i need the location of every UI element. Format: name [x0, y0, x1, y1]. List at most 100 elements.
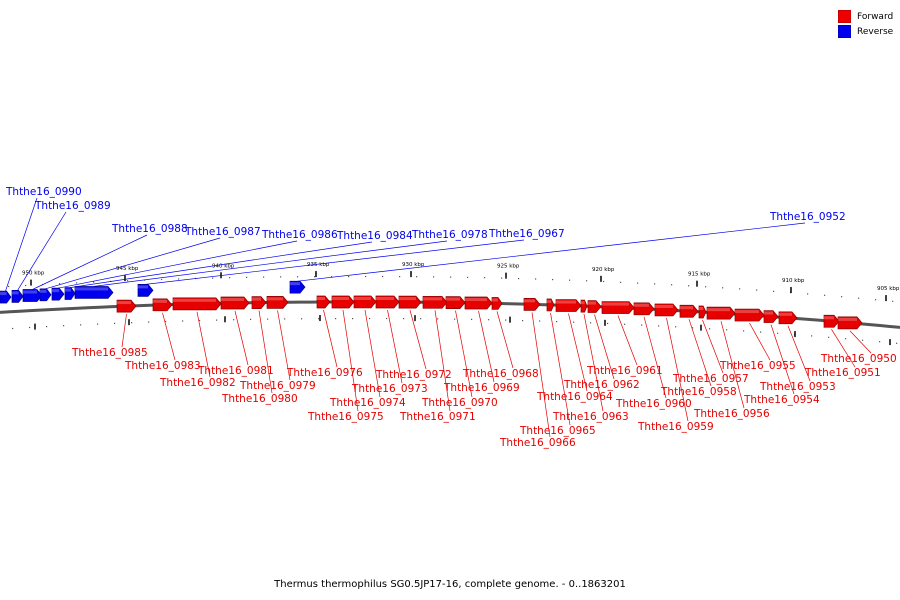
gene-Ththe16_0975[interactable] [331, 295, 355, 309]
gene-Ththe16_0972[interactable] [398, 295, 422, 309]
gene-arrow[interactable] [74, 286, 114, 299]
gene-arrow[interactable] [353, 295, 377, 309]
gene-arrow[interactable] [172, 297, 222, 311]
gene-Ththe16_0953[interactable] [778, 311, 798, 325]
gene-label[interactable]: Ththe16_0987 [184, 226, 261, 238]
gene-Ththe16_0956[interactable] [706, 306, 736, 320]
gene-Ththe16_0968[interactable] [491, 297, 503, 310]
gene-Ththe16_0971[interactable] [422, 295, 448, 309]
gene-Ththe16_0986[interactable] [51, 287, 65, 301]
gene-label[interactable]: Ththe16_0959 [637, 421, 714, 433]
gene-label[interactable]: Ththe16_0984 [336, 230, 413, 242]
gene-label[interactable]: Ththe16_0966 [499, 437, 576, 449]
gene-label[interactable]: Ththe16_0980 [221, 393, 298, 405]
gene-arrow[interactable] [633, 302, 655, 316]
gene-arrow[interactable] [587, 300, 602, 313]
gene-arrow[interactable] [398, 295, 422, 309]
gene-label[interactable]: Ththe16_0964 [536, 391, 613, 403]
gene-Ththe16_0950[interactable] [837, 316, 863, 330]
gene-Ththe16_0966[interactable] [523, 298, 541, 311]
gene-arrow[interactable] [39, 288, 52, 302]
gene-label[interactable]: Ththe16_0961 [586, 365, 663, 377]
gene-Ththe16_0973[interactable] [375, 295, 400, 309]
gene-label[interactable]: Ththe16_0972 [375, 369, 452, 381]
gene-Ththe16_0952[interactable] [289, 280, 306, 294]
gene-label[interactable]: Ththe16_0952 [769, 211, 846, 223]
gene-arrow[interactable] [546, 298, 555, 312]
gene-label[interactable]: Ththe16_0968 [462, 368, 539, 380]
gene-label[interactable]: Ththe16_0985 [71, 347, 148, 359]
gene-Ththe16_0980[interactable] [251, 296, 267, 309]
gene-arrow[interactable] [778, 311, 798, 325]
gene-label[interactable]: Ththe16_0953 [759, 381, 836, 393]
gene-label[interactable]: Ththe16_0981 [197, 365, 274, 377]
gene-label[interactable]: Ththe16_0982 [159, 377, 236, 389]
gene-Ththe16_0978[interactable] [74, 286, 114, 299]
gene-label[interactable]: Ththe16_0973 [351, 383, 428, 395]
gene-arrow[interactable] [251, 296, 267, 309]
gene-arrow[interactable] [734, 308, 765, 322]
gene-arrow[interactable] [331, 295, 355, 309]
gene-label[interactable]: Ththe16_0962 [563, 379, 640, 391]
gene-arrow[interactable] [679, 304, 699, 318]
gene-Ththe16_0959[interactable] [654, 303, 679, 317]
gene-label[interactable]: Ththe16_0978 [411, 229, 488, 241]
gene-arrow[interactable] [654, 303, 679, 317]
gene-Ththe16_0970[interactable] [445, 296, 466, 309]
gene-arrow[interactable] [706, 306, 736, 320]
gene-label[interactable]: Ththe16_0979 [239, 380, 316, 392]
gene-arrow[interactable] [51, 287, 65, 301]
gene-arrow[interactable] [137, 284, 154, 297]
gene-label[interactable]: Ththe16_0989 [34, 200, 111, 212]
gene-Ththe16_0951[interactable] [823, 314, 840, 328]
gene-Ththe16_0960[interactable] [633, 302, 655, 316]
gene-arrow[interactable] [601, 301, 635, 314]
gene-Ththe16_0964[interactable] [555, 299, 582, 312]
gene-arrow[interactable] [837, 316, 863, 330]
gene-label[interactable]: Ththe16_0950 [820, 353, 897, 365]
gene-label[interactable]: Ththe16_0960 [615, 398, 692, 410]
gene-label[interactable]: Ththe16_0983 [124, 360, 201, 372]
gene-arrow[interactable] [64, 287, 76, 300]
gene-arrow[interactable] [0, 290, 12, 304]
gene-arrow[interactable] [22, 289, 43, 302]
gene-arrow[interactable] [464, 296, 493, 310]
gene-Ththe16_0982[interactable] [172, 297, 222, 311]
gene-label[interactable]: Ththe16_0957 [672, 373, 749, 385]
gene-arrow[interactable] [763, 310, 779, 323]
gene-Ththe16_0987[interactable] [39, 288, 52, 302]
gene-Ththe16_0981[interactable] [220, 296, 250, 310]
gene-label[interactable]: Ththe16_0954 [743, 394, 820, 406]
gene-arrow[interactable] [266, 296, 289, 309]
gene-label[interactable]: Ththe16_0969 [443, 382, 520, 394]
gene-label[interactable]: Ththe16_0990 [5, 186, 82, 198]
gene-Ththe16_0985[interactable] [116, 299, 137, 313]
gene-arrow[interactable] [289, 280, 306, 294]
gene-arrow[interactable] [555, 299, 582, 312]
gene-Ththe16_0962[interactable] [587, 300, 602, 313]
gene-arrow[interactable] [220, 296, 250, 310]
gene-arrow[interactable] [11, 290, 24, 303]
gene-arrow[interactable] [823, 314, 840, 328]
gene-label[interactable]: Ththe16_0951 [804, 367, 881, 379]
gene-label[interactable]: Ththe16_0971 [399, 411, 476, 423]
gene-label[interactable]: Ththe16_0967 [488, 228, 565, 240]
gene-label[interactable]: Ththe16_0974 [329, 397, 406, 409]
gene-label[interactable]: Ththe16_0965 [519, 425, 596, 437]
gene-arrow[interactable] [580, 299, 588, 313]
gene-Ththe16_0990[interactable] [0, 290, 12, 304]
gene-label[interactable]: Ththe16_0970 [421, 397, 498, 409]
gene-arrow[interactable] [152, 298, 173, 312]
gene-Ththe16_0958[interactable] [679, 304, 699, 318]
gene-Ththe16_0967[interactable] [137, 284, 154, 297]
gene-arrow[interactable] [698, 305, 707, 319]
gene-arrow[interactable] [375, 295, 400, 309]
gene-label[interactable]: Ththe16_0988 [111, 223, 188, 235]
gene-Ththe16_0988[interactable] [22, 289, 43, 302]
gene-Ththe16_0963[interactable] [580, 299, 588, 313]
gene-Ththe16_0969[interactable] [464, 296, 493, 310]
gene-Ththe16_0954[interactable] [763, 310, 779, 323]
gene-Ththe16_0961[interactable] [601, 301, 635, 314]
gene-Ththe16_0974[interactable] [353, 295, 377, 309]
gene-label[interactable]: Ththe16_0976 [286, 367, 363, 379]
